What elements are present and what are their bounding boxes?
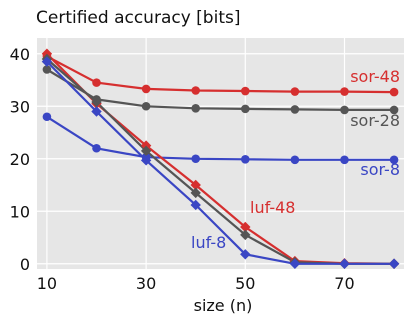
data-point-sor-48: [389, 87, 399, 97]
series-label-luf-8: luf-8: [191, 233, 226, 252]
data-point-luf-8: [140, 155, 152, 166]
x-tick-label: 10: [37, 274, 57, 293]
y-tick-label: 30: [10, 97, 30, 116]
data-point-luf-8: [41, 56, 53, 67]
data-point-luf-48: [190, 179, 201, 191]
data-point-luf-28: [190, 187, 201, 199]
series-line-luf-8: [46, 60, 395, 265]
data-point-sor-28: [389, 105, 399, 115]
data-point-luf-28: [91, 96, 102, 108]
data-point-sor-8: [290, 155, 300, 165]
data-point-sor-28: [290, 105, 300, 114]
data-point-sor-28: [191, 104, 201, 113]
series-line-sor-48: [46, 55, 395, 94]
series-markers: [41, 48, 400, 269]
series-label-sor-8: sor-8: [360, 160, 400, 179]
series-label-sor-48: sor-48: [350, 67, 400, 86]
data-point-sor-48: [290, 87, 300, 96]
series-label-luf-48: luf-48: [250, 198, 295, 217]
data-point-luf-48: [140, 140, 152, 151]
data-point-luf-8: [339, 258, 350, 269]
series-lines: [46, 53, 395, 265]
data-point-sor-8: [42, 112, 52, 122]
data-point-luf-8: [388, 258, 400, 269]
series-line-sor-28: [46, 68, 395, 112]
data-point-sor-28: [240, 104, 250, 114]
data-point-sor-8: [340, 155, 349, 165]
y-tick-label: 10: [10, 202, 30, 221]
x-tick-label: 50: [235, 274, 255, 293]
data-point-sor-8: [191, 154, 201, 164]
data-point-sor-28: [340, 105, 349, 115]
data-point-sor-48: [240, 86, 250, 96]
data-point-sor-28: [42, 65, 52, 74]
x-tick-label: 70: [334, 274, 354, 293]
data-point-sor-8: [92, 143, 101, 153]
data-point-luf-8: [289, 258, 301, 269]
data-point-sor-28: [141, 101, 151, 111]
y-tick-label: 0: [20, 255, 30, 274]
data-point-luf-48: [240, 221, 251, 233]
y-tick-labels: 0 10 20 30 40: [10, 45, 30, 274]
x-tick-labels: 10 30 50 70: [37, 274, 355, 293]
data-point-luf-28: [140, 145, 152, 157]
x-tick-label: 30: [136, 274, 156, 293]
y-tick-label: 40: [10, 45, 30, 64]
data-point-sor-8: [389, 155, 399, 165]
series-annotations: sor-48 sor-28 sor-8 luf-48 luf-8: [191, 67, 400, 252]
series-line-sor-8: [46, 115, 395, 161]
data-point-luf-8: [91, 106, 102, 117]
data-point-luf-28: [240, 229, 251, 241]
data-point-sor-48: [141, 84, 151, 94]
data-point-sor-48: [92, 78, 101, 87]
data-point-sor-48: [340, 87, 349, 96]
data-point-sor-48: [191, 86, 201, 95]
data-point-luf-8: [190, 199, 201, 211]
data-point-luf-48: [41, 48, 53, 59]
chart-title: Certified accuracy [bits]: [36, 8, 240, 28]
y-tick-label: 20: [10, 150, 30, 169]
data-point-sor-8: [240, 154, 250, 164]
data-point-luf-8: [240, 249, 251, 260]
x-axis-label: size (n): [194, 296, 253, 315]
series-label-sor-28: sor-28: [350, 111, 400, 130]
